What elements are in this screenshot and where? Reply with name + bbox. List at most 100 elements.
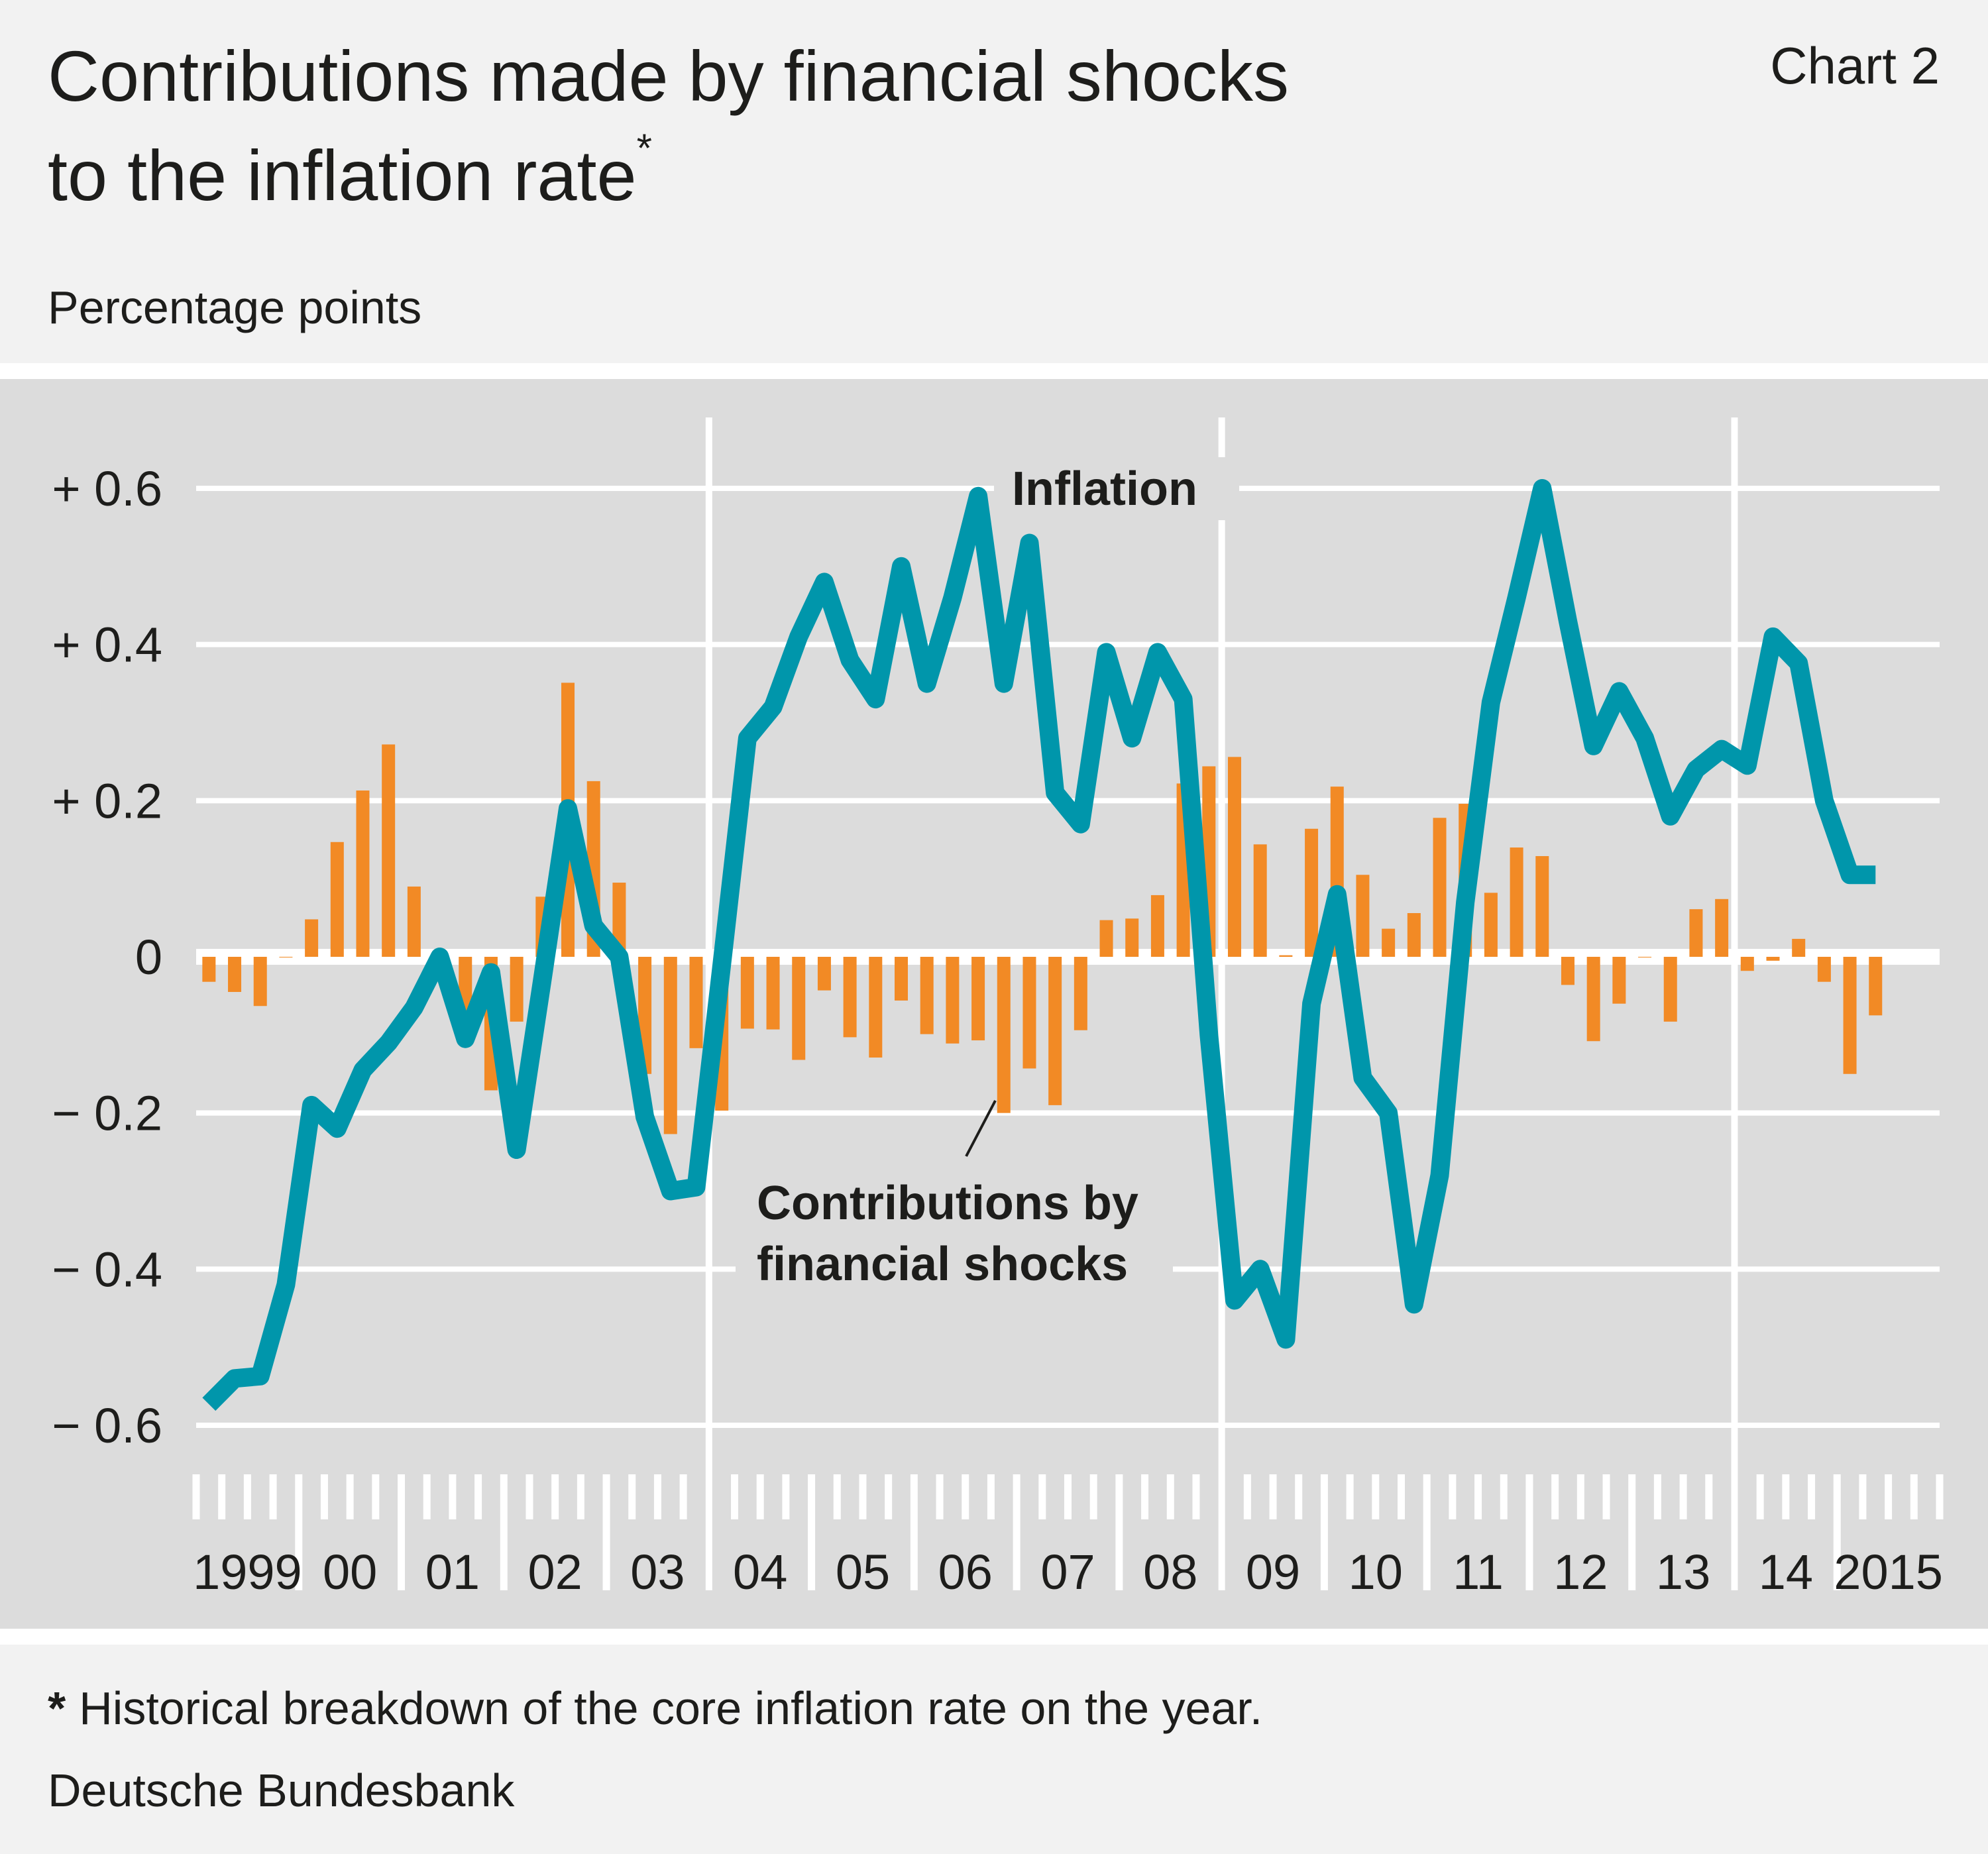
separator [0,363,1988,379]
quarter-tick [1038,1474,1046,1519]
separator [0,1629,1988,1645]
contribution-bars [202,682,1883,1134]
contribution-bar [1382,928,1396,957]
year-tick [1423,1474,1431,1590]
x-axis: 1999 00 01 02 03 04 05 06 07 08 09 10 11 12 13 14 2015 [192,1474,1944,1600]
quarter-tick [1653,1474,1661,1519]
year-tick [1833,1474,1841,1590]
y-axis: + 0.6 + 0.4 + 0.2 0 − 0.2 − 0.4 − 0.6 [52,461,162,1453]
annotation-backgrounds [736,457,1239,1295]
x-tick-label: 1999 [193,1545,302,1600]
quarter-tick [1397,1474,1405,1519]
quarter-tick [628,1474,636,1519]
contribution-bar [663,957,677,1134]
inflation-annotation: Inflation [1012,463,1197,516]
x-tick-label: 07 [1040,1545,1095,1600]
header-background [0,0,1988,363]
contribution-bar [1561,957,1574,985]
contribution-bar [766,957,780,1030]
quarter-tick [962,1474,969,1519]
quarter-tick [885,1474,893,1519]
quarter-tick [782,1474,790,1519]
year-divider-line [1731,417,1738,1590]
quarter-tick [1243,1474,1251,1519]
footnote-marker: * [48,1682,66,1734]
y-tick-label: − 0.2 [52,1086,162,1141]
quarter-tick [1474,1474,1482,1519]
quarter-tick [1449,1474,1457,1519]
quarter-tick [1808,1474,1816,1519]
contribution-bar [305,919,319,957]
contribution-bar [1305,828,1319,957]
quarter-tick [372,1474,380,1519]
x-tick-label: 09 [1246,1545,1300,1600]
chart-number: Chart 2 [1770,36,1940,95]
contribution-bar [1689,909,1703,957]
y-tick-label: − 0.4 [52,1242,162,1297]
source: Deutsche Bundesbank [48,1765,515,1816]
year-tick [398,1474,406,1590]
quarter-tick [1346,1474,1354,1519]
quarter-tick [1551,1474,1559,1519]
quarter-tick [1859,1474,1867,1519]
year-tick [1525,1474,1533,1590]
quarter-tick [243,1474,251,1519]
x-tick-label: 12 [1553,1545,1608,1600]
quarter-tick [859,1474,867,1519]
quarter-tick [987,1474,995,1519]
contribution-bar [740,957,754,1029]
x-tick-label: 03 [630,1545,685,1600]
contribution-bar [895,957,909,1001]
gridline [196,1423,1940,1428]
contribution-bar [356,791,370,957]
contribution-bar [1817,957,1831,982]
contribution-bar [869,957,883,1058]
x-tick-label: 05 [836,1545,890,1600]
contribution-bar [843,957,857,1038]
contribution-bar [202,957,216,982]
contribution-bar [1740,957,1754,971]
footnote: * Historical breakdown of the core inflat… [48,1682,1262,1734]
contribution-bar [1586,957,1600,1042]
quarter-tick [525,1474,533,1519]
chart-title-line2-group: to the inflation rate* [48,126,652,215]
contribution-bar [1253,844,1267,957]
y-tick-label: + 0.6 [52,461,162,516]
contribution-bar [920,957,934,1034]
quarter-tick [320,1474,328,1519]
contributions-leader-line [965,1100,997,1157]
contribution-bar [1279,955,1293,957]
footer-background [0,1645,1988,1854]
year-tick [500,1474,508,1590]
quarter-tick [269,1474,277,1519]
inflation-label-background [994,457,1239,520]
x-tick-label: 02 [528,1545,582,1600]
contribution-bar [253,957,267,1007]
contribution-bar [792,957,806,1060]
quarter-tick [1269,1474,1277,1519]
contribution-bar [1074,957,1087,1030]
contribution-bar [971,957,985,1041]
quarter-tick [474,1474,482,1519]
year-tick [1115,1474,1123,1590]
quarter-tick [1936,1474,1944,1519]
quarter-tick [423,1474,431,1519]
contribution-bar [1433,818,1447,957]
quarter-tick [1500,1474,1508,1519]
contribution-bar [1766,957,1780,961]
quarter-tick [1885,1474,1893,1519]
year-tick [1013,1474,1021,1590]
quarter-tick [346,1474,354,1519]
year-tick [1320,1474,1328,1590]
contribution-bar [228,957,242,993]
year-tick [295,1474,303,1590]
footnote-text: Historical breakdown of the core inflati… [79,1682,1262,1734]
x-tick-label: 2015 [1834,1545,1943,1600]
year-tick [808,1474,816,1590]
year-tick [1628,1474,1636,1590]
contribution-bar [946,957,960,1044]
contribution-bar [1792,938,1806,957]
quarter-tick [833,1474,841,1519]
quarter-tick [1089,1474,1097,1519]
